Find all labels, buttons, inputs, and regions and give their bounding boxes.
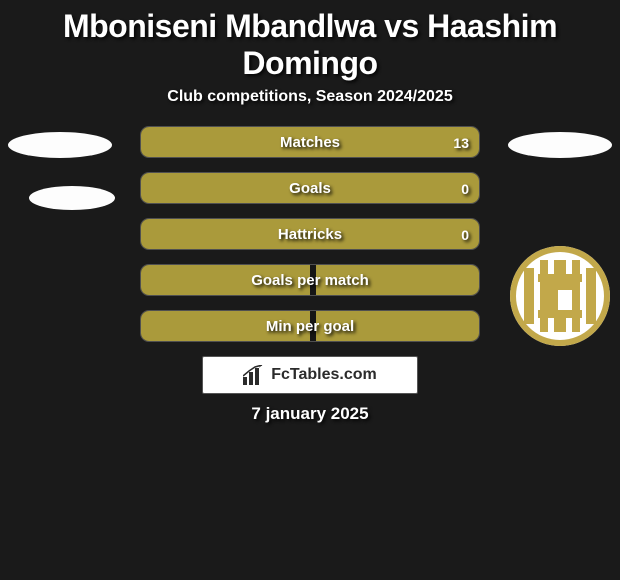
stats-list: Matches13Goals0Hattricks0Goals per match… (140, 126, 480, 342)
stat-value-right: 0 (461, 219, 469, 250)
stat-row: Goals per match (140, 264, 480, 296)
stat-row: Hattricks0 (140, 218, 480, 250)
stat-row: Matches13 (140, 126, 480, 158)
stat-label: Goals per match (141, 265, 479, 296)
player-right-column (500, 126, 620, 359)
stat-value-right: 13 (453, 127, 469, 158)
watermark-label: FcTables.com (271, 366, 377, 384)
stat-row: Min per goal (140, 310, 480, 342)
stat-label: Matches (141, 127, 479, 158)
stat-label: Hattricks (141, 219, 479, 250)
player-left-placeholder-1 (8, 132, 112, 158)
player-left-column (0, 126, 120, 238)
club-crest (510, 238, 610, 359)
bar-chart-icon (243, 365, 265, 385)
stat-row: Goals0 (140, 172, 480, 204)
stat-value-right: 0 (461, 173, 469, 204)
player-right-placeholder-1 (508, 132, 612, 158)
watermark: FcTables.com (202, 356, 418, 394)
stat-label: Goals (141, 173, 479, 204)
stat-label: Min per goal (141, 311, 479, 342)
subtitle: Club competitions, Season 2024/2025 (0, 88, 620, 126)
date-label: 7 january 2025 (10, 404, 610, 424)
page-title: Mboniseni Mbandlwa vs Haashim Domingo (0, 0, 620, 88)
shield-icon (510, 238, 610, 354)
comparison-panel: Matches13Goals0Hattricks0Goals per match… (0, 126, 620, 424)
player-left-placeholder-2 (29, 186, 115, 210)
